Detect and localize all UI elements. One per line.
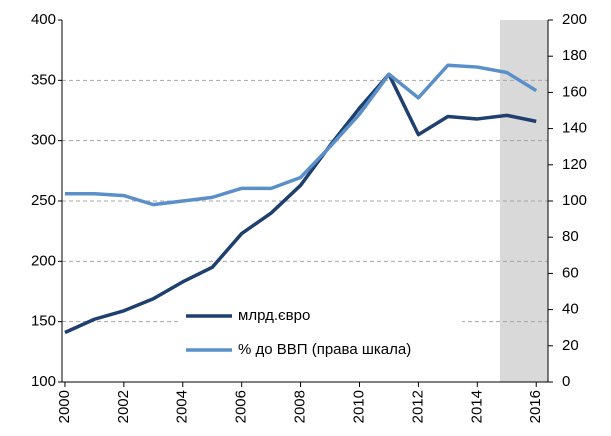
y-tick-label: 300 — [31, 132, 56, 149]
y-tick-label: 100 — [31, 373, 56, 390]
legend-box — [180, 298, 462, 366]
y2-tick-label: 20 — [562, 337, 579, 354]
series-line — [64, 72, 537, 335]
legend-label: % до ВВП (права шкала) — [238, 341, 411, 358]
y2-tick-label: 120 — [562, 156, 587, 173]
y2-tick-label: 80 — [562, 228, 579, 245]
legend-label: млрд.євро — [238, 307, 310, 324]
series-line — [64, 63, 538, 207]
y2-tick-label: 0 — [562, 373, 570, 390]
y2-tick-label: 180 — [562, 47, 587, 64]
y-tick-label: 150 — [31, 313, 56, 330]
x-tick-label: 2004 — [174, 390, 191, 423]
y2-tick-label: 40 — [562, 301, 579, 318]
x-tick-label: 2006 — [233, 390, 250, 423]
x-tick-label: 2012 — [409, 390, 426, 423]
x-tick-label: 2002 — [115, 390, 132, 423]
x-tick-label: 2014 — [468, 390, 485, 423]
x-tick-label: 2010 — [350, 390, 367, 423]
y-tick-label: 350 — [31, 71, 56, 88]
x-tick-label: 2016 — [527, 390, 544, 423]
x-tick-label: 2008 — [292, 390, 309, 423]
x-tick-label: 2000 — [56, 390, 73, 423]
y-tick-label: 400 — [31, 11, 56, 28]
y2-tick-label: 140 — [562, 120, 587, 137]
y2-tick-label: 200 — [562, 11, 587, 28]
y2-tick-label: 100 — [562, 192, 587, 209]
y2-tick-label: 160 — [562, 83, 587, 100]
y-tick-label: 200 — [31, 252, 56, 269]
y2-tick-label: 60 — [562, 264, 579, 281]
y-tick-label: 250 — [31, 192, 56, 209]
